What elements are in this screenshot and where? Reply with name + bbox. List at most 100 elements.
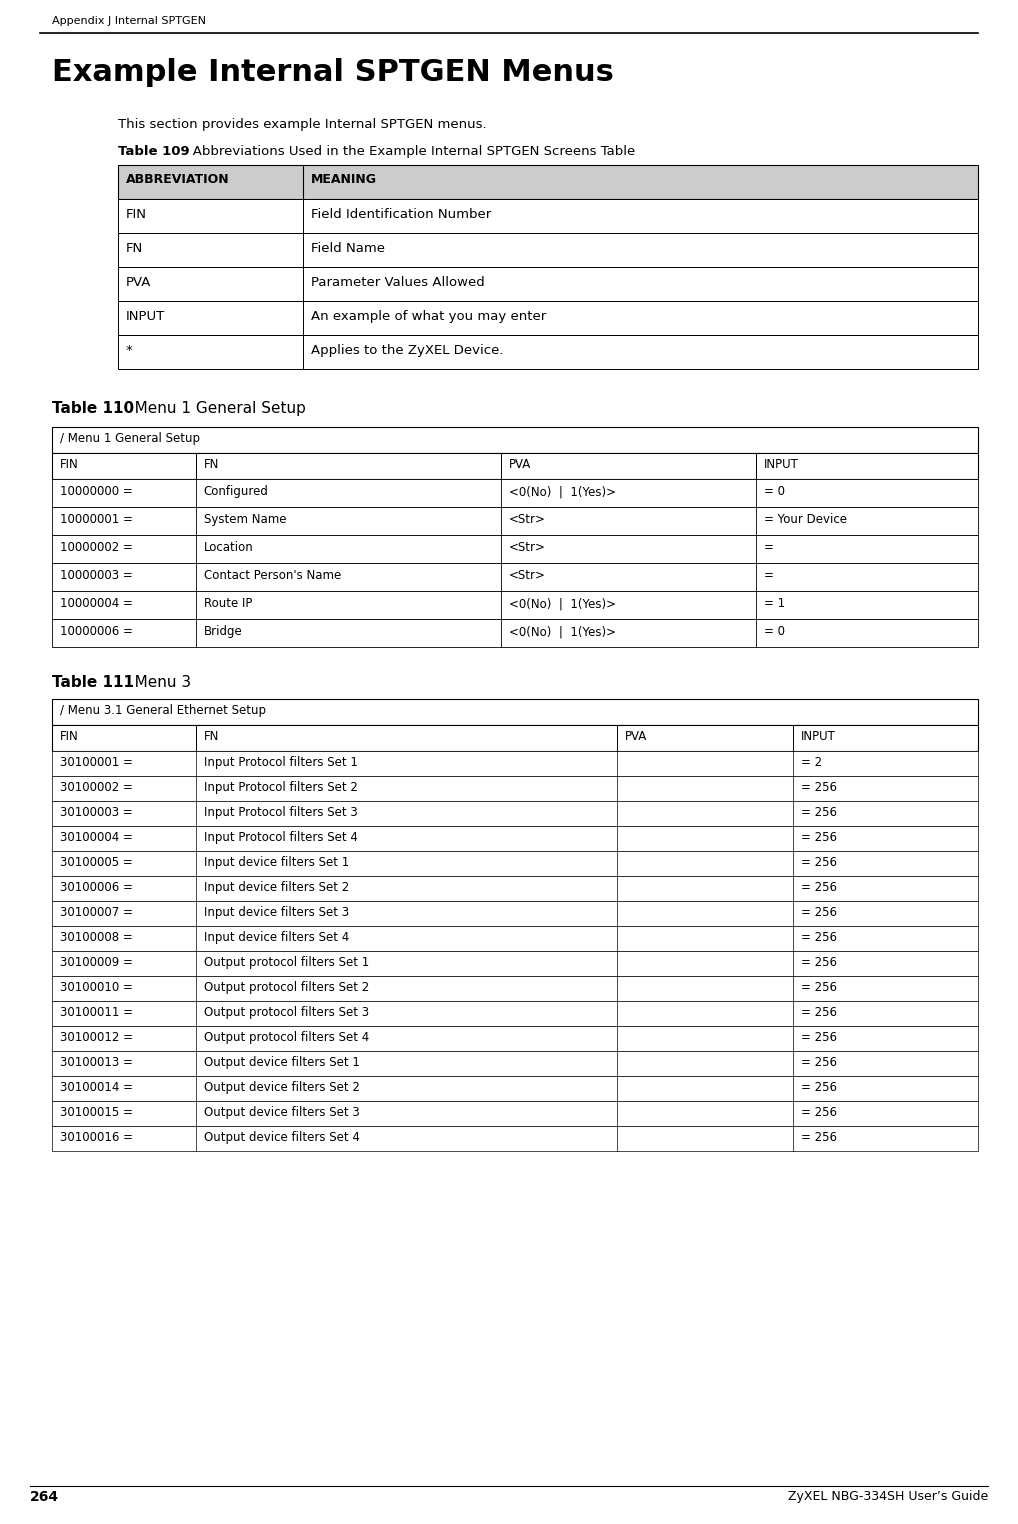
Text: Bridge: Bridge — [204, 625, 242, 639]
Text: 30100011 =: 30100011 = — [60, 1006, 133, 1020]
Text: Configured: Configured — [204, 485, 269, 498]
Text: This section provides example Internal SPTGEN menus.: This section provides example Internal S… — [118, 117, 487, 131]
Text: = 256: = 256 — [801, 905, 837, 919]
Text: = 2: = 2 — [801, 756, 822, 770]
Text: = Your Device: = Your Device — [764, 514, 847, 526]
Text: =: = — [764, 541, 774, 555]
Text: = 256: = 256 — [801, 881, 837, 895]
Bar — [52, 901, 978, 927]
Text: =: = — [764, 568, 774, 582]
Text: 30100014 =: 30100014 = — [60, 1081, 133, 1094]
Text: = 256: = 256 — [801, 1056, 837, 1068]
Text: Table 110: Table 110 — [52, 401, 134, 416]
Text: Table 109: Table 109 — [118, 145, 189, 158]
Bar — [52, 591, 978, 619]
Text: Menu 3: Menu 3 — [120, 675, 191, 690]
Bar — [52, 562, 978, 591]
Text: PVA: PVA — [126, 276, 152, 290]
Text: Input Protocol filters Set 3: Input Protocol filters Set 3 — [204, 806, 357, 818]
Text: MEANING: MEANING — [310, 174, 377, 186]
Text: = 256: = 256 — [801, 956, 837, 969]
Text: / Menu 1 General Setup: / Menu 1 General Setup — [60, 431, 200, 445]
Bar — [52, 535, 978, 562]
Text: 10000002 =: 10000002 = — [60, 541, 133, 555]
Text: / Menu 3.1 General Ethernet Setup: / Menu 3.1 General Ethernet Setup — [60, 704, 266, 716]
Bar — [118, 302, 978, 335]
Text: PVA: PVA — [625, 730, 647, 744]
Bar — [52, 927, 978, 951]
Text: <Str>: <Str> — [509, 568, 546, 582]
Text: = 256: = 256 — [801, 831, 837, 844]
Text: = 256: = 256 — [801, 1131, 837, 1145]
Text: 10000006 =: 10000006 = — [60, 625, 133, 639]
Text: ABBREVIATION: ABBREVIATION — [126, 174, 230, 186]
Text: 30100008 =: 30100008 = — [60, 931, 132, 943]
Bar — [52, 1001, 978, 1026]
Bar — [52, 751, 978, 776]
Bar — [118, 267, 978, 302]
Text: Input Protocol filters Set 4: Input Protocol filters Set 4 — [204, 831, 357, 844]
Text: Output protocol filters Set 3: Output protocol filters Set 3 — [204, 1006, 369, 1020]
Text: 30100001 =: 30100001 = — [60, 756, 133, 770]
Text: <0(No)  |  1(Yes)>: <0(No) | 1(Yes)> — [509, 597, 616, 610]
Text: Input device filters Set 3: Input device filters Set 3 — [204, 905, 348, 919]
Text: ZyXEL NBG-334SH User’s Guide: ZyXEL NBG-334SH User’s Guide — [788, 1490, 988, 1503]
Text: FN: FN — [126, 242, 144, 255]
Text: An example of what you may enter: An example of what you may enter — [310, 309, 546, 323]
Bar — [52, 975, 978, 1001]
Text: = 1: = 1 — [764, 597, 785, 610]
Text: 30100004 =: 30100004 = — [60, 831, 133, 844]
Text: <Str>: <Str> — [509, 514, 546, 526]
Text: Input Protocol filters Set 1: Input Protocol filters Set 1 — [204, 756, 357, 770]
Text: 10000000 =: 10000000 = — [60, 485, 132, 498]
Text: <0(No)  |  1(Yes)>: <0(No) | 1(Yes)> — [509, 625, 616, 639]
Text: 30100003 =: 30100003 = — [60, 806, 132, 818]
Bar — [52, 1052, 978, 1076]
Text: = 256: = 256 — [801, 780, 837, 794]
Text: 30100002 =: 30100002 = — [60, 780, 133, 794]
Bar — [52, 776, 978, 802]
Text: PVA: PVA — [509, 459, 531, 471]
Text: 30100016 =: 30100016 = — [60, 1131, 133, 1145]
Bar — [52, 427, 978, 453]
Bar — [52, 850, 978, 876]
Text: = 256: = 256 — [801, 806, 837, 818]
Text: <0(No)  |  1(Yes)>: <0(No) | 1(Yes)> — [509, 485, 616, 498]
Text: = 256: = 256 — [801, 1006, 837, 1020]
Text: Field Name: Field Name — [310, 242, 385, 255]
Text: 30100006 =: 30100006 = — [60, 881, 133, 895]
Text: = 256: = 256 — [801, 856, 837, 869]
Bar — [52, 700, 978, 725]
Text: 10000001 =: 10000001 = — [60, 514, 133, 526]
Bar — [52, 479, 978, 507]
Bar — [118, 335, 978, 369]
Bar — [52, 826, 978, 850]
Text: 30100013 =: 30100013 = — [60, 1056, 133, 1068]
Text: Output device filters Set 2: Output device filters Set 2 — [204, 1081, 359, 1094]
Text: = 256: = 256 — [801, 931, 837, 943]
Bar — [52, 1076, 978, 1100]
Text: Abbreviations Used in the Example Internal SPTGEN Screens Table: Abbreviations Used in the Example Intern… — [180, 145, 635, 158]
Text: 264: 264 — [30, 1490, 59, 1504]
Text: Input Protocol filters Set 2: Input Protocol filters Set 2 — [204, 780, 357, 794]
Bar — [52, 507, 978, 535]
Bar — [52, 802, 978, 826]
Text: = 256: = 256 — [801, 981, 837, 994]
Text: 30100010 =: 30100010 = — [60, 981, 133, 994]
Text: INPUT: INPUT — [764, 459, 799, 471]
Bar — [52, 725, 978, 751]
Text: Input device filters Set 4: Input device filters Set 4 — [204, 931, 349, 943]
Bar — [52, 1126, 978, 1151]
Text: FIN: FIN — [126, 207, 147, 221]
Bar — [118, 200, 978, 233]
Text: = 0: = 0 — [764, 625, 785, 639]
Text: FN: FN — [204, 730, 219, 744]
Text: Applies to the ZyXEL Device.: Applies to the ZyXEL Device. — [310, 344, 503, 357]
Text: 10000004 =: 10000004 = — [60, 597, 133, 610]
Text: Field Identification Number: Field Identification Number — [310, 207, 491, 221]
Text: Output device filters Set 1: Output device filters Set 1 — [204, 1056, 359, 1068]
Text: Output protocol filters Set 2: Output protocol filters Set 2 — [204, 981, 369, 994]
Text: Contact Person's Name: Contact Person's Name — [204, 568, 341, 582]
Text: 30100009 =: 30100009 = — [60, 956, 133, 969]
Text: FN: FN — [204, 459, 219, 471]
